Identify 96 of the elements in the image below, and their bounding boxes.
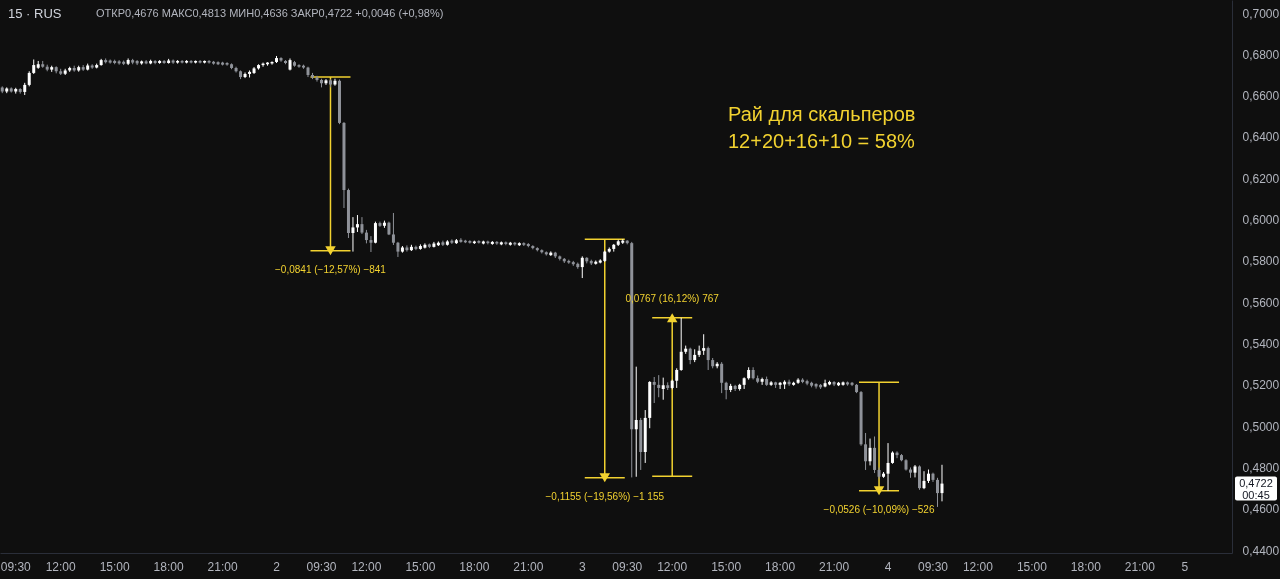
candlestick [679,317,683,372]
x-tick-label: 4 [884,559,892,574]
candlestick [760,377,764,386]
point [325,246,336,256]
y-tick-label: 0,5600 [1242,295,1280,310]
x-tick-label: 09:30 [917,559,949,574]
y-tick-label: 0,5200 [1242,378,1280,393]
x-tick-label: 18:00 [1070,559,1102,574]
candlestick [935,477,939,508]
candlestick [886,442,890,492]
annotation: Рай для скальперов [728,103,916,125]
point [666,313,678,323]
candlestick [360,216,364,235]
x-tick-label: 18:00 [153,559,184,574]
candlestick [153,59,157,65]
candlestick [207,59,211,65]
candlestick [868,438,872,466]
chart-title: 15 · RUS [8,6,62,21]
candlestick [657,374,661,398]
y-tick-label: 0,4400 [1242,543,1280,558]
y-tick-label: 0,6000 [1242,213,1280,228]
x-tick-label: 15:00 [711,559,742,574]
x-tick-label: 12:00 [351,559,382,574]
x-tick-label: 15:00 [99,559,130,574]
candlestick [634,366,638,478]
candlestick [580,255,584,279]
y-tick-label: 0,6400 [1242,130,1280,145]
data-label: −0,1155 (−19,56%) −1 155 [545,490,665,502]
y-tick-label: 0,7000 [1242,6,1280,21]
candlestick [864,432,868,471]
x-tick-label: 12:00 [962,559,994,574]
candlestick [324,78,328,86]
candlestick [351,216,355,253]
candlestick [778,381,782,390]
x-tick-label: 18:00 [765,559,796,574]
x-tick-label: 15:00 [1016,559,1048,574]
data-label: −0,0526 (−10,09%) −526 [823,503,935,515]
y-tick-label: 0,5800 [1242,254,1280,269]
data-label: −0,0841 (−12,57%) −841 [275,263,387,275]
candlestick [918,464,921,491]
x-tick-label: 09:30 [612,559,643,574]
x-tick-label: 21:00 [207,559,238,574]
candlestick [234,66,238,74]
candlestick [796,377,800,385]
candlestick [652,376,656,404]
candlestick [171,58,175,65]
x-tick-label: 09:30 [0,559,32,574]
candlestick [144,59,148,65]
candlestick [162,59,166,65]
x-tick-label: 3 [578,559,586,574]
candlestick [405,244,409,253]
point [599,473,610,483]
annotation: 12+20+16+10 = 58% [728,130,916,152]
candlestick [477,239,481,245]
candlestick [922,470,926,490]
candlestick [940,464,944,502]
candlestick [877,466,881,480]
point [873,486,885,496]
y-tick-label: 0,6600 [1242,89,1280,104]
text: 0,4722 [1239,476,1273,489]
y-tick-label: 0,4600 [1242,502,1280,517]
x-tick-label: 18:00 [459,559,490,574]
y-tick-label: 0,5400 [1242,337,1280,352]
candlestick [468,239,472,245]
x-tick-label: 21:00 [819,559,850,574]
candlestick [391,212,395,246]
candlestick [720,361,724,394]
x-tick-label: 21:00 [513,559,544,574]
candlestick [706,346,710,371]
y-tick-label: 0,6200 [1242,171,1280,186]
x-tick-label: 5 [1181,559,1189,574]
x-tick-label: 12:00 [657,559,688,574]
y-tick-label: 0,4800 [1242,460,1280,475]
candlestick [675,367,679,389]
candlestick [369,235,373,253]
x-tick-label: 12:00 [45,559,77,574]
candlestick [315,75,319,83]
candlestick [423,242,427,250]
y-tick-label: 0,5000 [1242,419,1280,434]
candlestick [702,333,706,356]
candlestick [216,60,220,66]
candlestick [850,381,854,387]
text: 00:45 [1242,488,1270,501]
candlestick [459,237,463,244]
candlestick [873,435,877,474]
candlestick [297,63,301,69]
x-tick-label: 21:00 [1124,559,1156,574]
candlestick [814,382,818,390]
candlestick [661,377,665,401]
candlestick [450,238,454,245]
x-tick-label: 2 [273,559,281,574]
y-tick-label: 0,6800 [1242,47,1280,62]
candlestick [225,61,229,67]
x-tick-label: 09:30 [306,559,337,574]
text: ОТКР0,4676 МАКС0,4813 МИН0,4636 ЗАКР0,4722 +0,0046 (+0,98%) [96,7,444,19]
x-tick-label: 15:00 [405,559,436,574]
